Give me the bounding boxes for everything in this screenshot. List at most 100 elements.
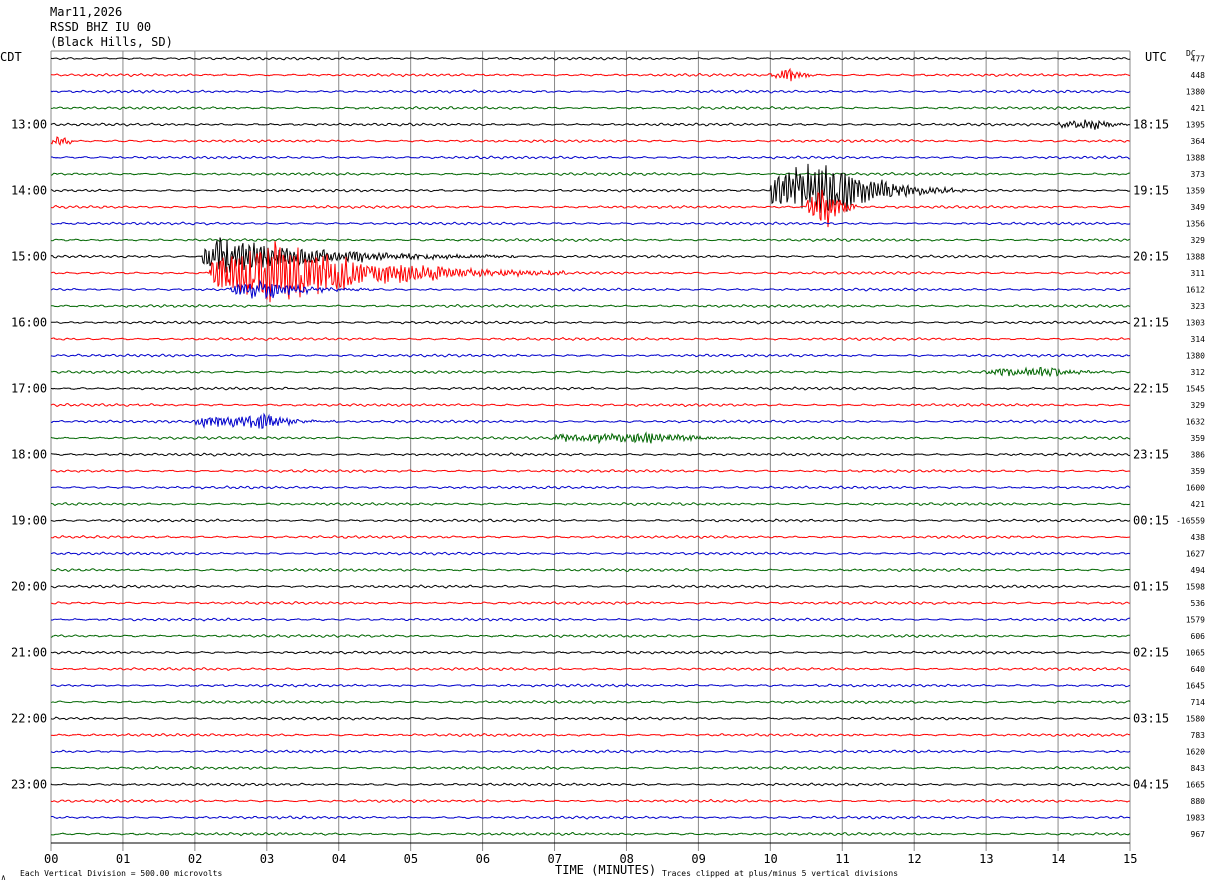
- left-hour-label: 17:00: [11, 382, 47, 396]
- row-labels: 13:00 14:00 15:00 16:00 17:00 18:00 19:00 20:00…: [11, 55, 1205, 840]
- dc-offset-label: 640: [1191, 665, 1206, 674]
- dc-label: DC: [1186, 49, 1196, 58]
- trace-row-37: [50, 667, 1131, 672]
- trace-row-28: [50, 518, 1131, 523]
- x-axis-ticks: 00 01 02 03 04 05 06 07 08 09 10 11 12 13 14 15: [44, 852, 1137, 866]
- right-hour-label: 23:15: [1133, 448, 1169, 462]
- trace-row-38: [50, 683, 1131, 688]
- left-hour-label: 19:00: [11, 514, 47, 528]
- x-tick-label: 00: [44, 852, 58, 866]
- trace-row-35: [50, 634, 1131, 638]
- x-tick-label: 10: [763, 852, 777, 866]
- dc-offset-label: 359: [1191, 467, 1206, 476]
- x-tick-label: 01: [116, 852, 130, 866]
- trace-row-3: [51, 105, 1131, 111]
- right-zone-label: UTC: [1145, 50, 1167, 64]
- x-tick-label: 09: [691, 852, 705, 866]
- trace-row-17: [50, 336, 1131, 342]
- trace-row-14: [50, 279, 1131, 300]
- dc-offset-label: 477: [1191, 55, 1206, 64]
- x-tick-label: 02: [188, 852, 202, 866]
- left-hour-label: 15:00: [11, 250, 47, 264]
- dc-offset-label: 329: [1191, 401, 1206, 410]
- dc-offset-label: 1356: [1186, 220, 1205, 229]
- dc-offset-label: 714: [1191, 698, 1206, 707]
- dc-offset-label: 843: [1191, 764, 1206, 773]
- left-hour-label: 13:00: [11, 118, 47, 132]
- dc-offset-label: 349: [1191, 203, 1206, 212]
- left-hour-label: 14:00: [11, 184, 47, 198]
- corner-mark: ∧: [1, 873, 6, 882]
- left-hour-label: 18:00: [11, 448, 47, 462]
- x-tick-label: 04: [332, 852, 346, 866]
- dc-offset-label: 1388: [1186, 253, 1205, 262]
- dc-offset-label: 606: [1191, 632, 1206, 641]
- dc-offset-label: 448: [1191, 71, 1206, 80]
- dc-offset-label: 438: [1191, 533, 1206, 542]
- trace-row-23: [50, 431, 1131, 445]
- dc-offset-label: 1065: [1186, 649, 1205, 658]
- trace-row-34: [50, 617, 1131, 622]
- x-tick-label: 06: [476, 852, 490, 866]
- dc-offset-label: 1665: [1186, 781, 1205, 790]
- trace-row-15: [51, 304, 1131, 309]
- right-hour-label: 03:15: [1133, 712, 1169, 726]
- dc-offset-label: 311: [1191, 269, 1206, 278]
- x-tick-label: 14: [1051, 852, 1065, 866]
- dc-offset-label: 1983: [1186, 814, 1205, 823]
- trace-row-30: [50, 551, 1131, 556]
- x-tick-label: 12: [907, 852, 921, 866]
- dc-offset-label: 880: [1191, 797, 1206, 806]
- trace-row-24: [50, 452, 1131, 457]
- right-hour-label: 01:15: [1133, 580, 1169, 594]
- seismic-traces: [50, 56, 1131, 837]
- dc-offset-label: 1632: [1186, 418, 1205, 427]
- dc-offset-label: 373: [1191, 170, 1206, 179]
- dc-offset-label: 314: [1191, 335, 1206, 344]
- trace-row-1: [50, 67, 1131, 82]
- trace-row-21: [50, 403, 1131, 408]
- trace-row-46: [50, 815, 1131, 820]
- dc-offset-label: 364: [1191, 137, 1206, 146]
- trace-row-7: [50, 171, 1131, 176]
- trace-row-36: [50, 650, 1131, 655]
- dc-offset-label: 1600: [1186, 484, 1205, 493]
- dc-offset-label: 1579: [1186, 616, 1205, 625]
- dc-offset-label: 1380: [1186, 352, 1205, 361]
- dc-offset-label: 1545: [1186, 385, 1205, 394]
- right-hour-label: 21:15: [1133, 316, 1169, 330]
- dc-offset-label: 783: [1191, 731, 1206, 740]
- dc-offset-label: 329: [1191, 236, 1206, 245]
- right-hour-label: 18:15: [1133, 118, 1169, 132]
- dc-offset-label: 1612: [1186, 286, 1205, 295]
- trace-row-0: [50, 56, 1131, 61]
- trace-row-2: [50, 89, 1131, 94]
- trace-row-11: [50, 237, 1131, 243]
- trace-row-9: [50, 189, 1131, 228]
- dc-offset-label: 1580: [1186, 715, 1205, 724]
- right-hour-label: 19:15: [1133, 184, 1169, 198]
- header-date: Mar11,2026: [50, 5, 122, 19]
- dc-offset-label: 386: [1191, 451, 1206, 460]
- dc-offset-label: 1620: [1186, 748, 1205, 757]
- dc-offset-label: 323: [1191, 302, 1206, 311]
- dc-offset-label: 494: [1191, 566, 1206, 575]
- right-hour-label: 02:15: [1133, 646, 1169, 660]
- trace-row-41: [50, 732, 1131, 738]
- left-hour-label: 22:00: [11, 712, 47, 726]
- trace-row-4: [50, 119, 1131, 130]
- trace-row-40: [50, 716, 1131, 721]
- left-zone-label: CDT: [0, 50, 22, 64]
- trace-row-42: [50, 749, 1131, 754]
- x-tick-label: 15: [1123, 852, 1137, 866]
- trace-row-5: [50, 136, 1131, 146]
- trace-row-18: [50, 353, 1131, 358]
- dc-offset-label: 536: [1191, 599, 1206, 608]
- dc-offset-label: 1645: [1186, 682, 1205, 691]
- trace-row-16: [50, 320, 1131, 325]
- left-hour-label: 21:00: [11, 646, 47, 660]
- dc-offset-label: 1395: [1186, 121, 1205, 130]
- trace-row-22: [50, 412, 1130, 429]
- right-hour-label: 22:15: [1133, 382, 1169, 396]
- trace-row-43: [50, 765, 1131, 771]
